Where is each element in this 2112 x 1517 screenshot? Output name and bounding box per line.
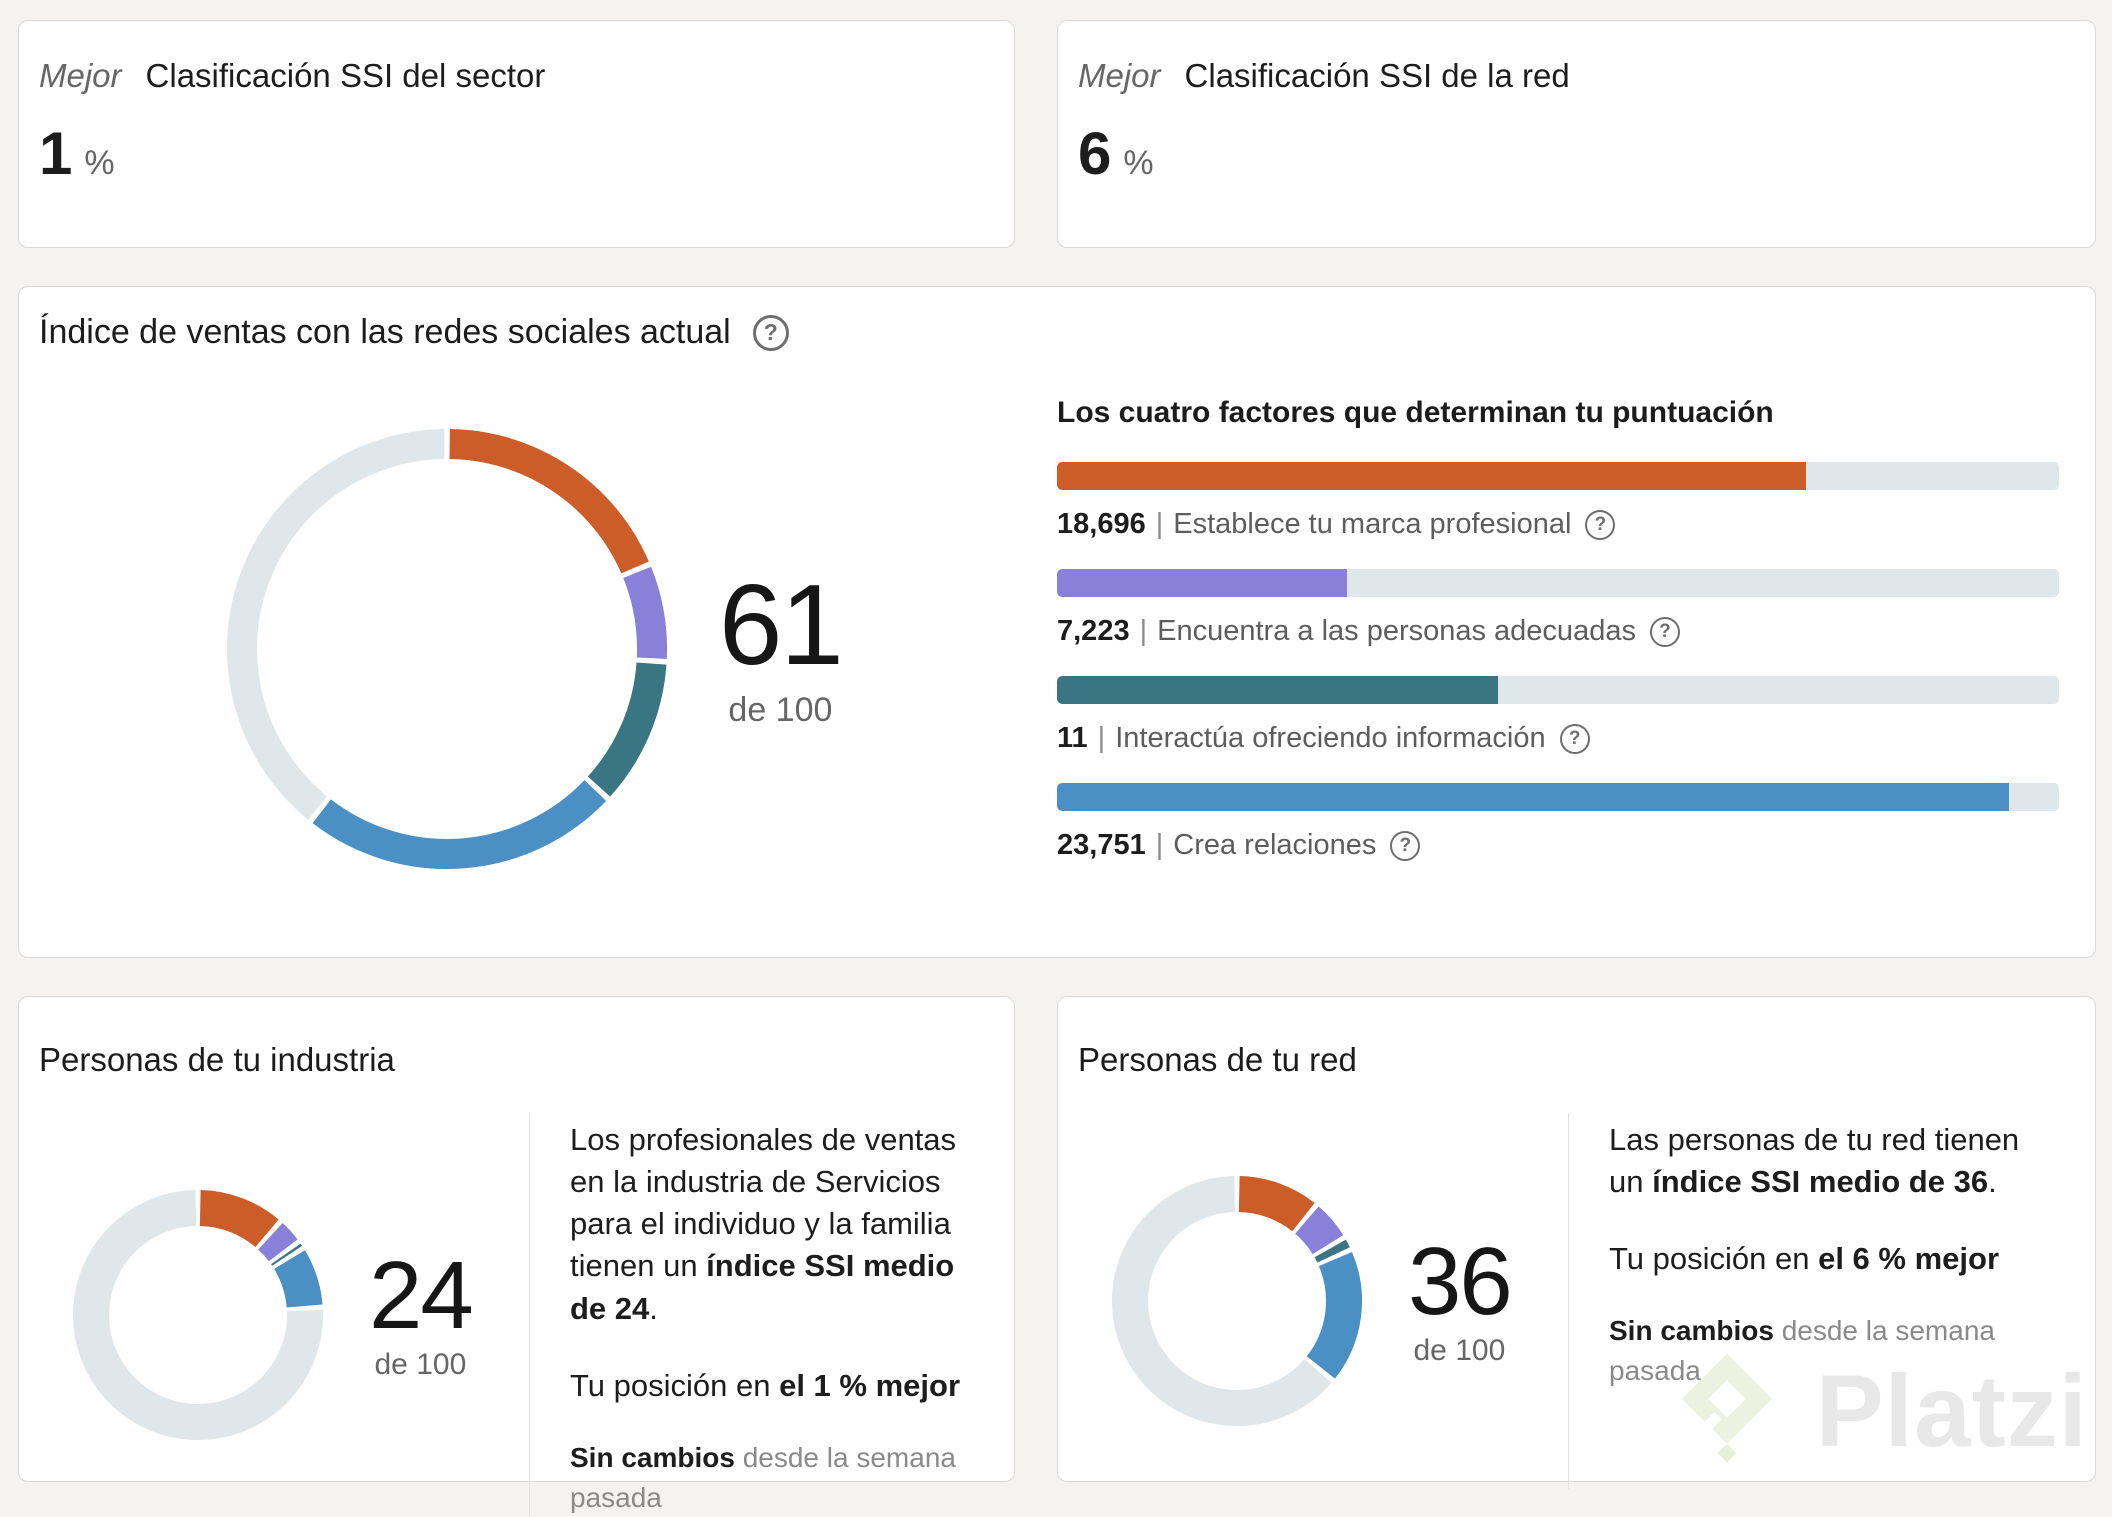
factor-label: 11 | Interactúa ofreciendo información ? bbox=[1057, 722, 2059, 755]
factor-separator: | bbox=[1139, 615, 1148, 647]
help-icon[interactable]: ? bbox=[1649, 616, 1680, 647]
rank-value: 1 bbox=[39, 120, 73, 187]
factor-row-insights: 11 | Interactúa ofreciendo información ? bbox=[1057, 676, 2059, 755]
industry-score-block: 24 de 100 bbox=[369, 1242, 474, 1382]
industry-people-card: Personas de tu industria 24 de 100 Los p… bbox=[18, 996, 1015, 1517]
factor-name: Interactúa ofreciendo información bbox=[1115, 722, 1546, 754]
rank-value-row: 1 % bbox=[39, 119, 984, 188]
ssi-factors-panel: Los cuatro factores que determinan tu pu… bbox=[1057, 396, 2059, 890]
factor-value: 23,751 bbox=[1057, 829, 1146, 861]
factor-label: 18,696 | Establece tu marca profesional … bbox=[1057, 508, 2059, 541]
factor-bar-track bbox=[1057, 462, 2059, 490]
rank-qualifier: Mejor bbox=[39, 57, 122, 94]
ssi-donut-block: 61 de 100 bbox=[39, 408, 844, 890]
rank-card-header: Mejor Clasificación SSI de la red bbox=[1078, 57, 2065, 95]
factor-bar-fill bbox=[1057, 462, 1807, 490]
industry-card-body: 24 de 100 Los profesionales de ventas en… bbox=[39, 1113, 978, 1517]
factor-value: 18,696 bbox=[1057, 508, 1146, 540]
ssi-score-value: 61 bbox=[719, 561, 844, 689]
network-people-card: Personas de tu red 36 de 100 Las persona… bbox=[1057, 996, 2096, 1489]
factor-row-relationships: 23,751 | Crea relaciones ? bbox=[1057, 783, 2059, 862]
network-position: Tu posición en el 6 % mejor bbox=[1609, 1241, 2000, 1277]
network-donut-block: 36 de 100 bbox=[1078, 1113, 1568, 1489]
rank-value-row: 6 % bbox=[1078, 119, 2065, 188]
rank-unit: % bbox=[1123, 144, 1154, 182]
ssi-dashboard: Mejor Clasificación SSI del sector 1 % M… bbox=[18, 20, 2096, 1517]
factor-separator: | bbox=[1097, 722, 1106, 754]
ssi-score-denominator: de 100 bbox=[728, 690, 833, 729]
rank-value: 6 bbox=[1078, 120, 1112, 187]
factor-row-brand: 18,696 | Establece tu marca profesional … bbox=[1057, 462, 2059, 541]
industry-score-value: 24 bbox=[369, 1242, 474, 1350]
industry-score-denominator: de 100 bbox=[374, 1348, 467, 1382]
network-score-block: 36 de 100 bbox=[1408, 1228, 1513, 1368]
factors-heading: Los cuatro factores que determinan tu pu… bbox=[1057, 396, 1774, 429]
rank-card-header: Mejor Clasificación SSI del sector bbox=[39, 57, 984, 95]
factor-name: Establece tu marca profesional bbox=[1173, 508, 1572, 540]
industry-rank-card: Mejor Clasificación SSI del sector 1 % bbox=[18, 20, 1015, 248]
rank-unit: % bbox=[84, 144, 115, 182]
help-icon[interactable]: ? bbox=[1390, 830, 1421, 861]
network-card-title: Personas de tu red bbox=[1078, 1041, 1357, 1078]
factor-separator: | bbox=[1155, 508, 1164, 540]
industry-description: Los profesionales de ventas en la indust… bbox=[570, 1122, 957, 1326]
rank-title: Clasificación SSI del sector bbox=[145, 57, 546, 94]
ssi-donut-chart bbox=[227, 429, 667, 869]
help-icon[interactable]: ? bbox=[1559, 723, 1590, 754]
network-score-value: 36 bbox=[1408, 1228, 1513, 1335]
factor-label: 7,223 | Encuentra a las personas adecuad… bbox=[1057, 615, 2059, 648]
network-score-denominator: de 100 bbox=[1413, 1334, 1506, 1367]
industry-change-status: Sin cambios desde la semana pasada bbox=[570, 1441, 956, 1513]
factor-value: 11 bbox=[1057, 722, 1088, 754]
network-rank-card: Mejor Clasificación SSI de la red 6 % bbox=[1057, 20, 2096, 248]
factor-bar-fill bbox=[1057, 569, 1347, 597]
factor-name: Encuentra a las personas adecuadas bbox=[1157, 615, 1636, 647]
industry-position: Tu posición en el 1 % mejor bbox=[570, 1367, 961, 1403]
network-description: Las personas de tu red tienen un índice … bbox=[1609, 1122, 2020, 1200]
ssi-title: Índice de ventas con las redes sociales … bbox=[39, 313, 731, 351]
factor-name: Crea relaciones bbox=[1173, 829, 1377, 861]
industry-card-title: Personas de tu industria bbox=[39, 1041, 395, 1078]
factor-label: 23,751 | Crea relaciones ? bbox=[1057, 829, 2059, 862]
ssi-score-card: Índice de ventas con las redes sociales … bbox=[18, 286, 2096, 958]
network-donut-chart bbox=[1112, 1176, 1362, 1426]
factor-bar-fill bbox=[1057, 676, 1498, 704]
help-icon[interactable]: ? bbox=[752, 314, 789, 351]
factor-bar-track bbox=[1057, 569, 2059, 597]
network-change-status: Sin cambios desde la semana pasada bbox=[1609, 1315, 1995, 1387]
industry-text-block: Los profesionales de ventas en la indust… bbox=[529, 1113, 978, 1517]
network-text-block: Las personas de tu red tienen un índice … bbox=[1568, 1113, 2059, 1489]
factor-row-people: 7,223 | Encuentra a las personas adecuad… bbox=[1057, 569, 2059, 648]
factor-bar-track bbox=[1057, 676, 2059, 704]
factor-separator: | bbox=[1155, 829, 1164, 861]
rank-title: Clasificación SSI de la red bbox=[1184, 57, 1570, 94]
industry-donut-block: 24 de 100 bbox=[39, 1113, 529, 1517]
help-icon[interactable]: ? bbox=[1585, 509, 1616, 540]
ssi-title-row: Índice de ventas con las redes sociales … bbox=[39, 313, 2059, 352]
factor-value: 7,223 bbox=[1057, 615, 1130, 647]
network-card-body: 36 de 100 Las personas de tu red tienen … bbox=[1078, 1113, 2059, 1489]
industry-donut-chart bbox=[73, 1190, 323, 1441]
rank-qualifier: Mejor bbox=[1078, 57, 1161, 94]
ssi-score-block: 61 de 100 bbox=[719, 561, 844, 730]
ssi-body: 61 de 100 Los cuatro factores que determ… bbox=[39, 352, 2059, 890]
factor-bar-fill bbox=[1057, 783, 2009, 811]
factor-bar-track bbox=[1057, 783, 2059, 811]
